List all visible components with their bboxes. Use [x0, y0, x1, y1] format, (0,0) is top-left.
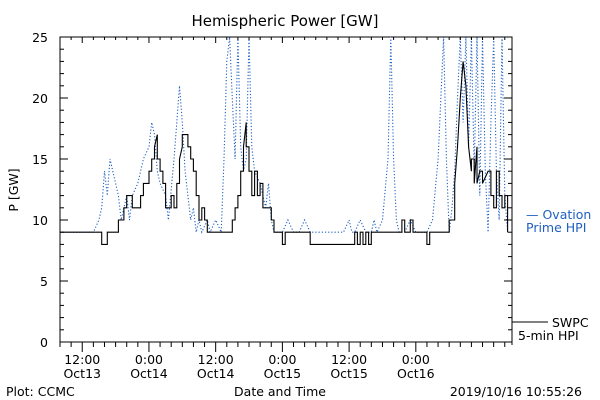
swpc-line: [60, 61, 509, 245]
y-axis-label: P [GW]: [6, 168, 21, 211]
legend-swpc-line2: 5-min HPI: [518, 328, 579, 343]
footer-timestamp: 2019/10/16 10:55:26: [450, 384, 582, 399]
x-tick-date: Oct16: [397, 366, 435, 381]
x-tick-label: 12:00: [331, 352, 367, 367]
x-tick-date: Oct13: [63, 366, 101, 381]
x-tick-date: Oct14: [130, 366, 168, 381]
y-tick-label: 0: [40, 335, 48, 350]
x-axis: 12:00Oct130:00Oct1412:00Oct140:00Oct1512…: [59, 37, 506, 381]
x-tick-label: 0:00: [402, 352, 430, 367]
legend-swpc-line1: SWPC: [552, 315, 589, 330]
x-tick-label: 12:00: [198, 352, 234, 367]
y-tick-label: 15: [32, 152, 48, 167]
x-tick-label: 0:00: [135, 352, 163, 367]
y-tick-label: 25: [32, 30, 48, 45]
swpc-series: [60, 61, 509, 245]
y-axis: 0 5 10 15 20 25: [32, 30, 512, 350]
legend-ovation-line2: Prime HPI: [526, 220, 586, 235]
legend: SWPC 5-min HPI — Ovation Prime HPI: [511, 207, 591, 345]
y-tick-label: 10: [32, 213, 48, 228]
chart-title: Hemispheric Power [GW]: [192, 12, 379, 30]
plot-area: [59, 36, 513, 343]
x-tick-date: Oct15: [264, 366, 302, 381]
x-tick-date: Oct15: [330, 366, 368, 381]
y-tick-label: 5: [40, 274, 48, 289]
legend-ovation-line1: — Ovation: [526, 207, 591, 222]
x-axis-label: Date and Time: [234, 384, 326, 399]
x-tick-label: 0:00: [268, 352, 296, 367]
y-tick-label: 20: [32, 91, 48, 106]
footer-plot-credit: Plot: CCMC: [6, 384, 75, 399]
plot-frame: [59, 36, 513, 343]
x-tick-label: 12:00: [64, 352, 100, 367]
x-tick-date: Oct14: [197, 366, 235, 381]
